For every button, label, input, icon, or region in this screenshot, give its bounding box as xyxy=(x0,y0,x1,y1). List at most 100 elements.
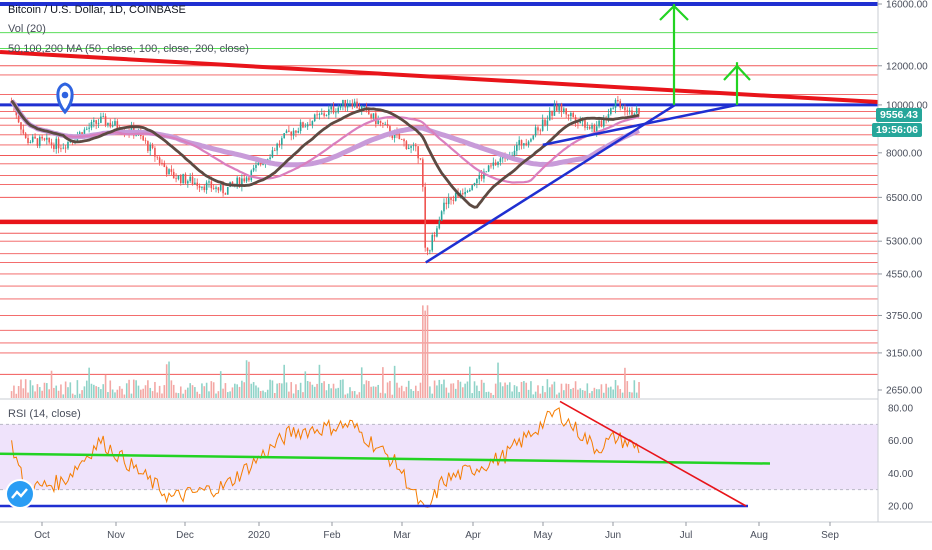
volume-bar xyxy=(306,381,309,398)
candle-body xyxy=(198,185,201,188)
candle-body xyxy=(83,129,86,137)
volume-bar xyxy=(259,390,262,398)
candle-body xyxy=(130,126,133,134)
candle-body xyxy=(78,132,81,136)
candle-body xyxy=(417,146,419,159)
tradingview-logo-icon[interactable] xyxy=(7,481,33,507)
volume-bar xyxy=(490,392,492,398)
volume-bar xyxy=(198,393,201,398)
volume-bar xyxy=(466,381,469,398)
volume-bar xyxy=(179,386,182,398)
volume-bar xyxy=(532,394,535,398)
candle-body xyxy=(161,162,163,164)
volume-bar xyxy=(534,391,537,398)
volume-bar xyxy=(205,382,208,398)
ascending-trendline xyxy=(425,103,676,264)
volume-bar xyxy=(22,388,25,398)
volume-bar xyxy=(379,392,382,398)
candle-body xyxy=(316,114,318,116)
volume-bar xyxy=(149,387,152,398)
volume-bar xyxy=(210,381,213,398)
volume-bar xyxy=(276,383,278,398)
volume-bar xyxy=(125,383,128,398)
volume-bar xyxy=(285,382,288,398)
rsi-pane[interactable] xyxy=(0,400,878,522)
volume-bar xyxy=(93,384,95,398)
volume-bar xyxy=(156,392,159,398)
volume-bar xyxy=(60,384,62,398)
volume-bar xyxy=(614,380,617,398)
candle-body xyxy=(593,125,596,133)
candle-body xyxy=(344,99,347,108)
volume-bar xyxy=(398,387,401,398)
volume-bar xyxy=(464,383,466,398)
volume-bar xyxy=(142,388,144,398)
volume-bar xyxy=(391,394,394,398)
candle-body xyxy=(196,182,199,186)
volume-bar xyxy=(504,382,506,398)
candle-body xyxy=(46,137,48,140)
candle-body xyxy=(100,116,102,123)
candle-body xyxy=(400,139,403,140)
volume-bar xyxy=(414,385,417,398)
candle-body xyxy=(471,185,473,190)
volume-bar xyxy=(511,391,513,398)
volume-bar xyxy=(332,383,335,398)
candle-body xyxy=(610,108,612,115)
volume-bar xyxy=(132,379,135,398)
volume-bar xyxy=(436,385,438,398)
volume-bar xyxy=(610,386,612,398)
candle-body xyxy=(532,135,535,140)
candle-body xyxy=(480,175,483,179)
volume-bar xyxy=(450,383,452,398)
candle-body xyxy=(147,141,149,151)
volume-bar xyxy=(445,387,448,398)
volume-bar xyxy=(626,381,629,398)
candle-body xyxy=(405,141,408,150)
price-tick-label: 10000.00 xyxy=(886,100,928,111)
volume-bar xyxy=(553,381,556,398)
volume-bar xyxy=(241,380,243,398)
volume-bar xyxy=(565,383,567,398)
volume-bar xyxy=(539,393,542,398)
volume-bar xyxy=(245,360,248,398)
candle-body xyxy=(95,120,97,124)
volume-bar xyxy=(457,380,459,398)
volume-bar xyxy=(518,391,520,398)
candle-body xyxy=(57,138,60,149)
candle-body xyxy=(36,138,39,146)
volume-bar xyxy=(10,391,13,398)
candle-body xyxy=(530,139,532,142)
volume-bar xyxy=(541,385,544,398)
candle-body xyxy=(231,181,234,185)
candle-body xyxy=(553,104,556,116)
candle-body xyxy=(551,110,553,116)
ma-indicator-label[interactable]: 50,100,200 MA (50, close, 100, close, 20… xyxy=(8,43,249,55)
volume-bar xyxy=(281,383,283,398)
rsi-indicator-label[interactable]: RSI (14, close) xyxy=(8,408,81,420)
rsi-band xyxy=(0,424,878,490)
descending-trendline xyxy=(0,50,879,104)
candle-body xyxy=(544,119,546,126)
volume-bar xyxy=(351,391,354,398)
volume-bar xyxy=(621,392,624,398)
volume-bar xyxy=(20,379,22,398)
volume-bar xyxy=(203,386,206,398)
candle-body xyxy=(541,119,544,131)
candle-body xyxy=(288,130,290,132)
volume-bar xyxy=(363,384,365,398)
candle-body xyxy=(548,110,551,121)
target-arrow-head-icon xyxy=(659,4,689,21)
volume-bar xyxy=(151,391,154,398)
candle-body xyxy=(617,100,619,102)
volume-bar xyxy=(600,384,603,398)
price-tick-label: 5300.00 xyxy=(886,237,923,248)
volume-bar xyxy=(323,381,325,398)
volume-indicator-label[interactable]: Vol (20) xyxy=(8,23,46,35)
volume-bar xyxy=(27,392,29,398)
price-pane[interactable] xyxy=(0,2,879,398)
candle-body xyxy=(356,101,358,108)
candle-body xyxy=(628,110,631,112)
candle-body xyxy=(635,108,638,114)
